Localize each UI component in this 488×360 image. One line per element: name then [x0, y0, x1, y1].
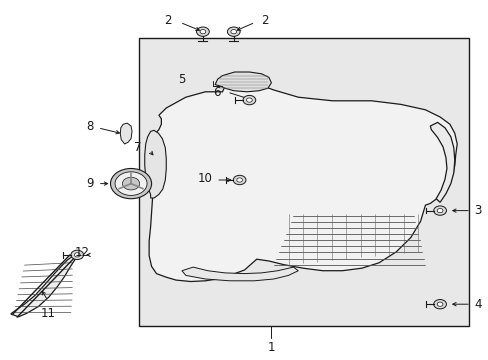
Circle shape — [110, 168, 151, 199]
Circle shape — [71, 250, 83, 260]
Text: 11: 11 — [41, 307, 55, 320]
Circle shape — [233, 175, 245, 185]
FancyBboxPatch shape — [139, 38, 468, 326]
Circle shape — [230, 30, 236, 34]
Text: 4: 4 — [473, 298, 481, 311]
Text: 9: 9 — [86, 177, 94, 190]
Polygon shape — [429, 122, 454, 202]
Text: 12: 12 — [74, 246, 89, 259]
Circle shape — [436, 302, 442, 306]
Circle shape — [436, 208, 442, 213]
Text: 2: 2 — [261, 14, 268, 27]
Text: 3: 3 — [473, 204, 481, 217]
Text: 10: 10 — [198, 172, 212, 185]
Polygon shape — [11, 256, 76, 317]
Circle shape — [236, 178, 242, 182]
Polygon shape — [144, 130, 166, 198]
Text: 5: 5 — [178, 73, 185, 86]
Polygon shape — [120, 123, 132, 144]
Text: 1: 1 — [267, 341, 275, 354]
Text: 6: 6 — [213, 86, 221, 99]
Circle shape — [115, 172, 147, 195]
Circle shape — [122, 177, 140, 190]
Polygon shape — [215, 72, 271, 92]
Circle shape — [227, 27, 240, 36]
Circle shape — [243, 95, 255, 105]
Text: 7: 7 — [134, 141, 142, 154]
Polygon shape — [149, 83, 456, 282]
Circle shape — [433, 206, 446, 215]
Circle shape — [74, 253, 80, 257]
Text: 2: 2 — [163, 14, 171, 27]
Circle shape — [196, 27, 209, 36]
Polygon shape — [182, 267, 298, 281]
Circle shape — [200, 30, 205, 34]
Circle shape — [246, 98, 252, 102]
Circle shape — [433, 300, 446, 309]
Text: 8: 8 — [86, 120, 94, 133]
